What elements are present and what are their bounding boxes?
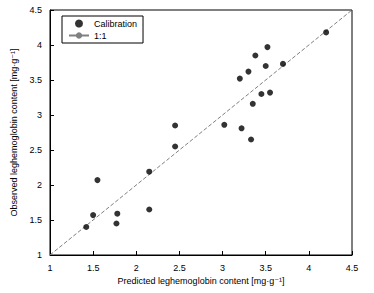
svg-text:3: 3	[37, 110, 42, 120]
svg-text:2.5: 2.5	[173, 263, 186, 273]
svg-text:3.5: 3.5	[259, 263, 272, 273]
svg-text:3: 3	[220, 263, 225, 273]
svg-text:2: 2	[37, 180, 42, 190]
svg-text:Predicted leghemoglobin conten: Predicted leghemoglobin content [mg·g⁻¹]	[118, 276, 285, 286]
svg-text:1.5: 1.5	[87, 263, 100, 273]
svg-text:2: 2	[134, 263, 139, 273]
svg-text:1: 1	[37, 250, 42, 260]
svg-text:4: 4	[306, 263, 311, 273]
svg-text:4: 4	[37, 40, 42, 50]
svg-text:1:1: 1:1	[94, 31, 107, 41]
svg-text:Observed leghemoglobin content: Observed leghemoglobin content [mg·g⁻¹]	[9, 49, 19, 217]
svg-text:2.5: 2.5	[29, 145, 42, 155]
svg-text:4.5: 4.5	[346, 263, 359, 273]
svg-text:4.5: 4.5	[29, 5, 42, 15]
svg-text:3.5: 3.5	[29, 75, 42, 85]
svg-text:Calibration: Calibration	[94, 19, 137, 29]
svg-text:1.5: 1.5	[29, 215, 42, 225]
svg-text:1: 1	[47, 263, 52, 273]
